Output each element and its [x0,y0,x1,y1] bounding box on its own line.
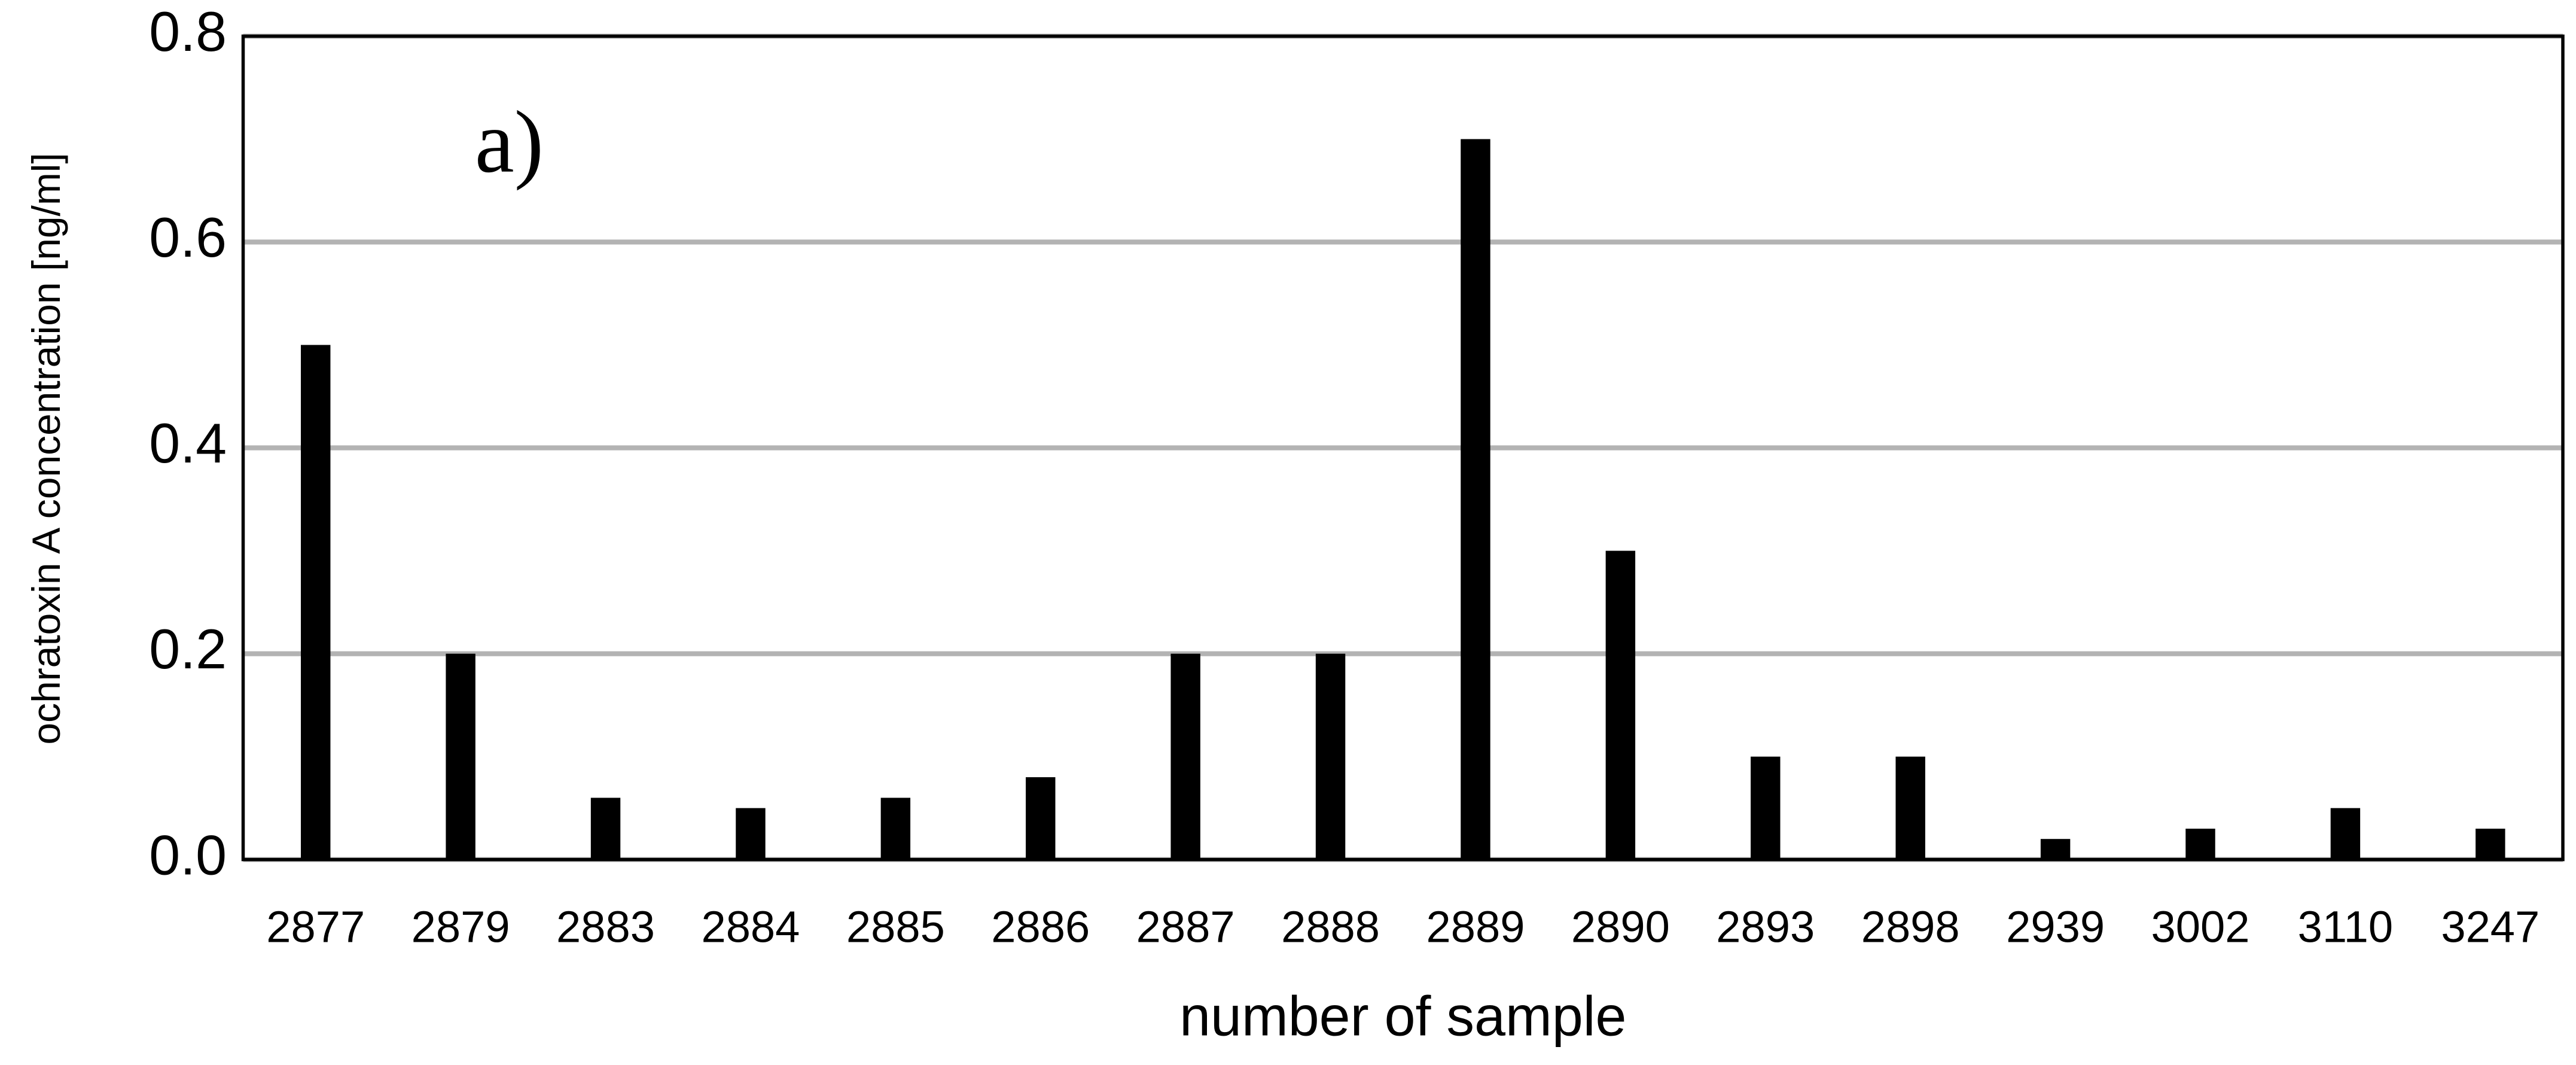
x-tick-label: 3002 [2151,902,2250,951]
bar [2040,839,2071,860]
bar [1895,756,1925,860]
x-tick-label: 2939 [2006,902,2105,951]
bar [2185,829,2215,860]
y-tick-label: 0.2 [149,617,227,680]
x-tick-label: 2885 [846,902,945,951]
x-tick-label: 2893 [1716,902,1815,951]
y-tick-label: 0.8 [149,0,227,63]
y-axis-label: ochratoxin A concentration [ng/ml] [24,153,68,744]
bar [880,798,911,860]
x-tick-label: 3110 [2298,902,2393,951]
x-tick-label: 2877 [266,902,365,951]
x-tick-label: 2888 [1281,902,1380,951]
bar [1170,653,1200,860]
plot-frame [241,34,2565,862]
bar [2476,829,2505,860]
x-tick-label: 2886 [991,902,1090,951]
bar [446,653,475,860]
bar [1026,777,1056,860]
x-axis-label: number of sample [1179,984,1626,1047]
bar [1605,550,1636,860]
x-tick-label: 2879 [411,902,510,951]
y-tick-label: 0.6 [149,206,227,269]
bar [2330,808,2361,860]
x-tick-label: 2883 [556,902,655,951]
bar [1315,653,1346,860]
bar [1461,139,1490,860]
bar [301,345,331,860]
x-tick-label: 2890 [1571,902,1670,951]
x-tick-label: 2898 [1861,902,1960,951]
bar [590,798,621,860]
x-tick-label: 3247 [2441,902,2540,951]
y-tick-label: 0.4 [149,412,227,474]
bar [736,808,766,860]
x-tick-label: 2884 [701,902,800,951]
x-tick-label: 2887 [1136,902,1235,951]
y-tick-label: 0.0 [149,823,227,886]
bar [1751,756,1781,860]
x-tick-label: 2889 [1426,902,1525,951]
annotation: a) [475,93,544,191]
